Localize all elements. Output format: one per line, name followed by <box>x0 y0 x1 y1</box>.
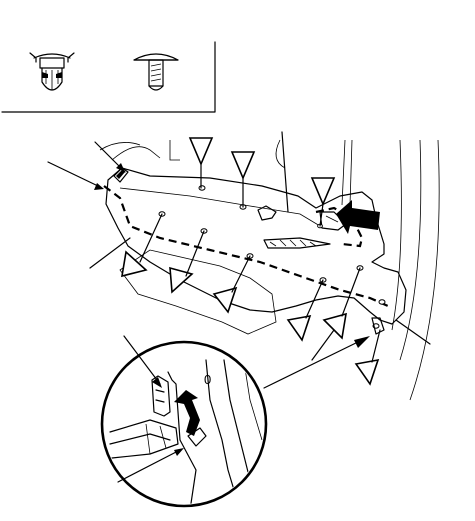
clip-marker-triangle <box>310 177 336 227</box>
detail-connector-arrow <box>263 339 363 389</box>
clip-marker-triangle <box>169 230 205 294</box>
trim-panel <box>99 139 440 401</box>
inset-mark-label: 0 <box>204 372 211 387</box>
fastener-legend <box>1 41 216 113</box>
pull-direction-arrow <box>336 200 380 234</box>
clip-hole <box>198 185 206 191</box>
clip-location-markers <box>121 137 381 386</box>
clip-marker-triangle <box>212 255 251 314</box>
clip-marker-triangle <box>322 267 361 340</box>
clip-marker-triangle <box>354 329 381 386</box>
clip-fastener-icon <box>29 52 75 91</box>
right-leaders <box>281 131 431 361</box>
detail-inset: 0 <box>100 335 370 508</box>
clip-marker-triangle <box>230 151 256 208</box>
legend-frame <box>1 41 216 113</box>
left-leaders <box>47 141 131 269</box>
clip-marker-triangle <box>121 213 163 278</box>
screw-clip-icon <box>133 53 179 91</box>
clip-hole <box>378 299 386 305</box>
clip-marker-triangle <box>286 279 324 342</box>
clip-marker-triangle <box>188 137 214 189</box>
detail-circle <box>100 340 268 508</box>
